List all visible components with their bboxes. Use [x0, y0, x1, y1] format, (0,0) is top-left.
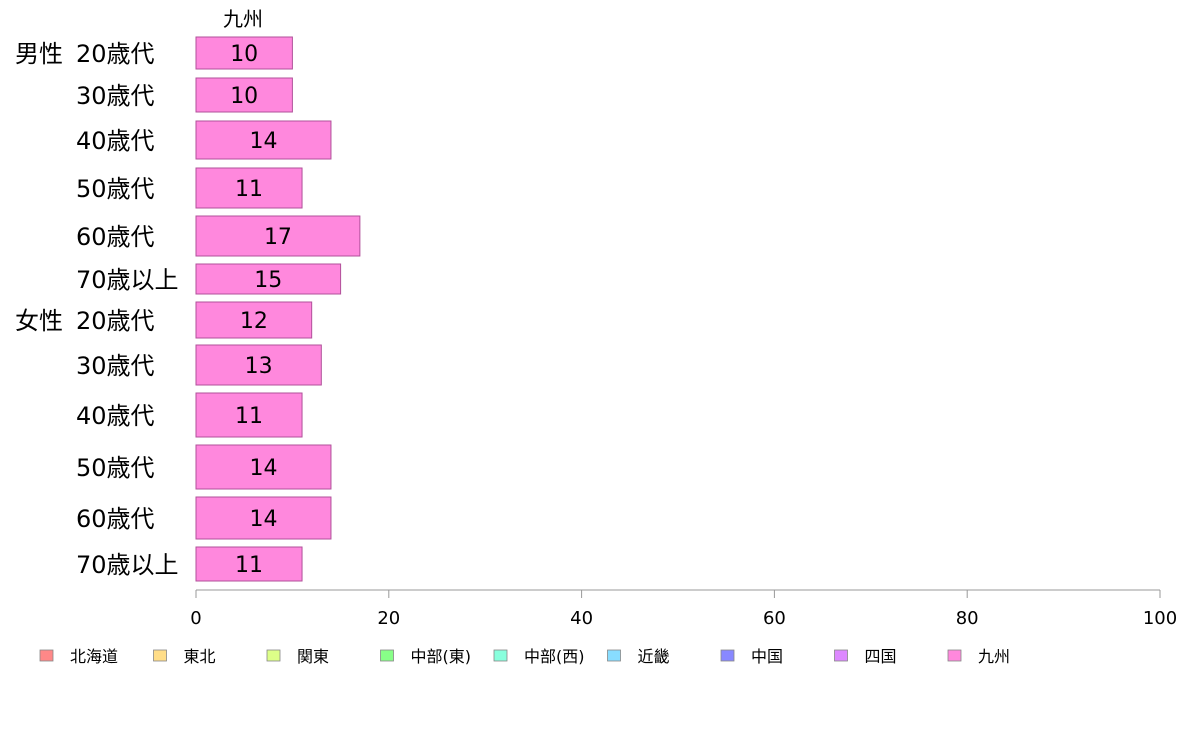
legend-swatch: [834, 649, 848, 662]
x-tick-label: 60: [763, 608, 786, 629]
category-label: 70歳以上: [76, 266, 179, 294]
legend-label: 中部(西): [524, 647, 585, 666]
x-tick-label: 100: [1143, 608, 1177, 629]
x-tick-label: 0: [190, 608, 201, 629]
legend-label: 北海道: [70, 647, 118, 666]
legend-swatch: [493, 649, 508, 662]
bar-value-label: 15: [254, 268, 282, 293]
category-label: 50歳代: [76, 454, 155, 482]
category-label: 70歳以上: [76, 551, 179, 579]
category-label: 40歳代: [76, 127, 155, 155]
legend-label: 近畿: [638, 647, 670, 666]
group-label: 女性: [15, 307, 63, 335]
legend-swatch: [266, 649, 281, 662]
x-tick-label: 40: [570, 608, 593, 629]
category-label: 60歳代: [76, 223, 155, 251]
bar-value-label: 14: [249, 507, 277, 532]
bar: [195, 392, 303, 438]
legend-swatch: [39, 649, 54, 662]
category-label: 20歳代: [76, 40, 155, 68]
bar: [195, 444, 332, 490]
legend-label: 中部(東): [411, 647, 472, 666]
bar: [195, 167, 303, 209]
bar-value-label: 11: [235, 177, 263, 202]
bar-value-label: 10: [230, 42, 258, 67]
legend-label: 関東: [297, 647, 329, 666]
legend: 北海道 東北 関東 中部(東) 中部(西) 近畿 中国 四国 九州: [39, 647, 1010, 666]
bar: [195, 36, 293, 70]
category-label: 30歳代: [76, 82, 155, 110]
category-label: 50歳代: [76, 175, 155, 203]
bar-value-label: 11: [235, 553, 263, 578]
legend-label: 東北: [184, 647, 216, 666]
bar: [195, 301, 313, 339]
bar-value-label: 13: [245, 354, 273, 379]
bar-value-label: 12: [240, 309, 268, 334]
x-tick-label: 20: [377, 608, 400, 629]
bar-value-label: 10: [230, 84, 258, 109]
category-label: 30歳代: [76, 352, 155, 380]
group-label: 男性: [15, 40, 63, 68]
legend-swatch: [720, 649, 735, 662]
bar: [195, 263, 342, 295]
chart-title: 九州: [223, 7, 263, 31]
x-axis: 0 20 40 60 80 100: [190, 589, 1177, 629]
category-label: 60歳代: [76, 505, 155, 533]
legend-label: 九州: [978, 647, 1010, 666]
bar: [195, 496, 332, 540]
bar: [195, 344, 322, 386]
bar: [195, 215, 361, 257]
bar-value-label: 14: [249, 129, 277, 154]
bar: [195, 77, 293, 113]
x-tick-label: 80: [956, 608, 979, 629]
legend-label: 中国: [751, 647, 783, 666]
legend-label: 四国: [865, 647, 897, 666]
bar: [195, 120, 332, 160]
legend-swatch: [153, 649, 167, 662]
category-label: 20歳代: [76, 307, 155, 335]
title-layer: 九州: [223, 7, 263, 31]
category-label: 40歳代: [76, 402, 155, 430]
bar: [195, 546, 303, 582]
legend-swatch: [607, 649, 621, 662]
bar-value-label: 14: [249, 456, 277, 481]
category-labels: 20歳代男性30歳代40歳代50歳代60歳代70歳以上20歳代女性30歳代40歳…: [15, 40, 179, 579]
legend-swatch: [947, 649, 962, 662]
bar-value-label: 17: [264, 225, 292, 250]
bar-value-label: 11: [235, 404, 263, 429]
legend-swatch: [380, 649, 394, 662]
